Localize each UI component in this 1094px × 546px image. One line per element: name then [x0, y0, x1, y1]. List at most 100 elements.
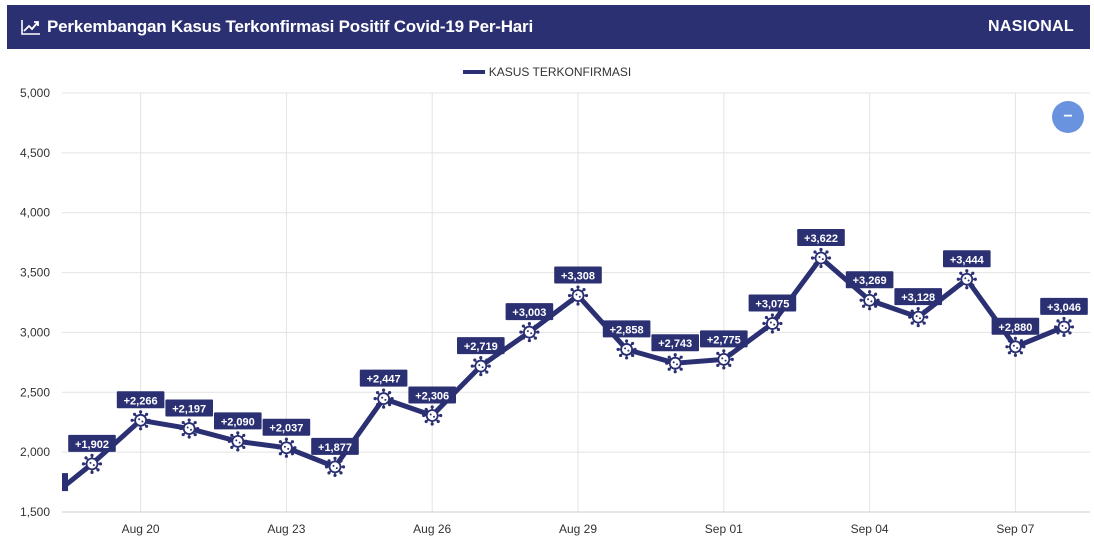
y-tick-label: 3,000: [20, 325, 50, 339]
data-label-box: [505, 303, 554, 321]
data-label: +2,858: [602, 320, 651, 338]
data-label: +3,444: [943, 250, 991, 268]
data-label: +3,128: [894, 288, 942, 306]
legend-swatch: [462, 69, 485, 74]
data-label-text: +2,775: [707, 334, 741, 346]
data-label-box: [602, 320, 651, 338]
data-label-text: +2,197: [172, 404, 206, 416]
data-point: [519, 321, 540, 343]
data-point: [422, 405, 443, 426]
data-label-box: [214, 412, 262, 430]
data-label-box: [700, 330, 748, 348]
offscreen-label-stub: [62, 473, 68, 492]
data-label-box: [311, 437, 359, 455]
data-label-box: [797, 228, 845, 246]
data-label-text: +2,037: [269, 423, 303, 435]
data-label: +3,622: [797, 228, 845, 246]
data-point: [956, 269, 977, 290]
line-chart[interactable]: 1,500 2,000 2,500 3,000 3,500 4,000 4,500 5,000…: [0, 55, 1094, 546]
data-point: [859, 290, 880, 311]
data-label-box: [408, 386, 456, 404]
data-label-box: [68, 434, 116, 452]
data-point: [908, 307, 929, 328]
data-point: [81, 453, 103, 474]
data-label-box: [457, 337, 505, 355]
data-label-text: +2,306: [415, 391, 449, 403]
data-label: +2,743: [651, 334, 699, 352]
x-tick-label: Aug 20: [122, 522, 160, 536]
data-label-text: +1,877: [318, 442, 352, 454]
data-point: [179, 418, 200, 439]
data-label-text: +2,743: [658, 338, 692, 350]
data-point: [665, 353, 686, 374]
data-point: [227, 431, 248, 452]
page-title: Perkembangan Kasus Terkonfirmasi Positif…: [47, 17, 533, 36]
data-label-text: +2,266: [124, 395, 158, 407]
x-tick-label: Aug 23: [267, 522, 305, 536]
y-tick-label: 4,000: [20, 206, 50, 220]
data-label: +3,269: [845, 271, 894, 289]
data-point: [1005, 336, 1026, 357]
data-label-box: [165, 399, 213, 417]
data-label: +2,037: [262, 418, 311, 436]
data-label-box: [651, 334, 699, 352]
data-label-text: +3,003: [512, 307, 546, 319]
data-label: +3,075: [748, 294, 797, 312]
zoom-out-button[interactable]: −: [1052, 101, 1084, 133]
y-tick-label: 3,500: [20, 266, 50, 280]
x-tick-label: Aug 26: [413, 522, 451, 536]
data-label: +2,775: [700, 330, 748, 348]
y-tick-label: 4,500: [20, 146, 50, 160]
data-label: +2,306: [408, 386, 456, 404]
data-label-text: +2,447: [367, 374, 401, 386]
data-point: [324, 456, 346, 477]
header-title-group: Perkembangan Kasus Terkonfirmasi Positif…: [21, 5, 533, 49]
trending-up-icon: [21, 20, 40, 35]
y-tick-label: 2,000: [20, 445, 50, 459]
data-label-box: [991, 317, 1040, 335]
x-tick-label: Aug 29: [559, 522, 597, 536]
data-point: [373, 388, 394, 409]
data-point: [616, 339, 637, 360]
data-label-box: [748, 294, 797, 312]
x-tick-label: Sep 04: [851, 522, 889, 536]
y-tick-label: 1,500: [20, 505, 50, 519]
data-label-box: [359, 369, 408, 387]
chart-area: KASUS TERKONFIRMASI 1,500 2,000 2,500 3,000…: [0, 55, 1094, 546]
data-label: +2,880: [991, 317, 1040, 335]
data-label: +1,902: [68, 434, 116, 452]
data-label-text: +3,622: [804, 233, 838, 245]
data-label: +3,003: [505, 303, 554, 321]
data-point: [567, 285, 589, 306]
data-label-text: +3,308: [561, 271, 595, 283]
series-line: [62, 255, 1067, 492]
data-label: +2,719: [457, 337, 505, 355]
data-label: +3,308: [554, 266, 602, 284]
data-label: +3,046: [1040, 297, 1088, 315]
data-label: +2,090: [214, 412, 262, 430]
data-label-box: [894, 288, 942, 306]
chart-header: Perkembangan Kasus Terkonfirmasi Positif…: [7, 5, 1090, 49]
data-point: [130, 410, 151, 431]
data-point: [276, 437, 297, 458]
chart-legend[interactable]: KASUS TERKONFIRMASI: [0, 65, 1094, 79]
data-point: [713, 349, 734, 370]
data-label-text: +1,902: [75, 439, 109, 451]
data-label-box: [116, 391, 165, 409]
data-label-text: +3,269: [853, 275, 887, 287]
data-label: +2,266: [116, 391, 165, 409]
data-label-box: [1040, 297, 1088, 315]
x-tick-label: Sep 07: [996, 522, 1034, 536]
legend-label: KASUS TERKONFIRMASI: [488, 65, 632, 79]
region-badge: NASIONAL: [988, 18, 1074, 35]
data-point: [810, 247, 832, 269]
data-label-text: +2,719: [464, 341, 498, 353]
data-label: +2,447: [359, 369, 408, 387]
data-label-text: +2,090: [221, 416, 255, 428]
data-label-text: +3,128: [901, 292, 935, 304]
data-point: [1053, 316, 1075, 338]
data-label-text: +3,046: [1047, 302, 1081, 314]
data-label-text: +3,444: [950, 254, 985, 266]
data-label: +1,877: [311, 437, 359, 455]
data-label-box: [845, 271, 894, 289]
